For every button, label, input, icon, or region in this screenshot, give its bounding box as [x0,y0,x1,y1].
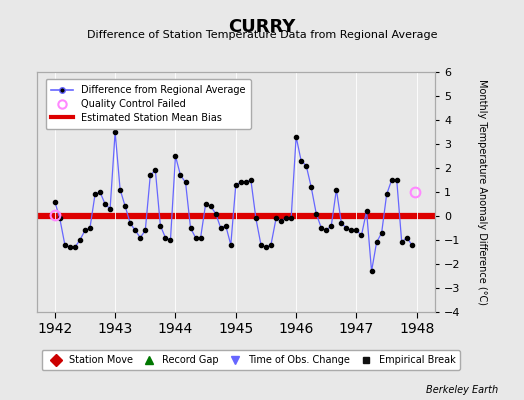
Point [187,225,195,231]
Point [408,242,416,248]
Point [342,225,351,231]
Point [121,203,129,210]
Point [327,222,335,229]
Text: CURRY: CURRY [228,18,296,36]
Point [347,227,356,234]
Point [387,177,396,183]
Legend: Station Move, Record Gap, Time of Obs. Change, Empirical Break: Station Move, Record Gap, Time of Obs. C… [41,350,461,370]
Point [363,208,371,214]
Point [161,234,170,241]
Point [166,237,174,243]
Point [232,182,240,188]
Point [287,215,296,222]
Point [141,227,149,234]
Point [61,242,69,248]
Point [226,242,235,248]
Point [216,225,225,231]
Point [392,177,401,183]
Point [201,201,210,207]
Point [71,244,79,250]
Point [51,198,59,205]
Point [212,210,220,217]
Point [272,215,280,222]
Point [367,268,376,274]
Point [111,129,119,135]
Point [191,234,200,241]
Point [156,222,165,229]
Point [131,227,139,234]
Point [373,239,381,246]
Point [126,220,134,226]
Point [247,177,255,183]
Point [96,189,104,195]
Text: Berkeley Earth: Berkeley Earth [425,385,498,395]
Point [206,203,215,210]
Point [267,242,275,248]
Point [262,244,270,250]
Point [146,172,155,178]
Point [181,179,190,186]
Point [322,227,331,234]
Point [106,206,114,212]
Point [196,234,205,241]
Point [282,215,290,222]
Point [317,225,325,231]
Point [292,134,300,140]
Point [86,225,94,231]
Point [377,230,386,236]
Point [56,215,64,222]
Point [257,242,265,248]
Text: Difference of Station Temperature Data from Regional Average: Difference of Station Temperature Data f… [87,30,437,40]
Point [337,220,346,226]
Point [171,153,180,159]
Y-axis label: Monthly Temperature Anomaly Difference (°C): Monthly Temperature Anomaly Difference (… [477,79,487,305]
Point [383,191,391,198]
Point [176,172,184,178]
Point [242,179,250,186]
Point [136,234,145,241]
Point [91,191,99,198]
Point [277,218,285,224]
Point [398,239,406,246]
Point [252,215,260,222]
Point [222,222,230,229]
Point [116,186,124,193]
Point [101,201,109,207]
Point [307,184,315,190]
Point [352,227,361,234]
Point [332,186,341,193]
Point [76,237,84,243]
Point [312,210,320,217]
Point [402,234,411,241]
Point [237,179,245,186]
Point [81,227,89,234]
Point [302,162,310,169]
Point [357,232,366,238]
Point [151,167,160,174]
Point [66,244,74,250]
Point [297,158,305,164]
